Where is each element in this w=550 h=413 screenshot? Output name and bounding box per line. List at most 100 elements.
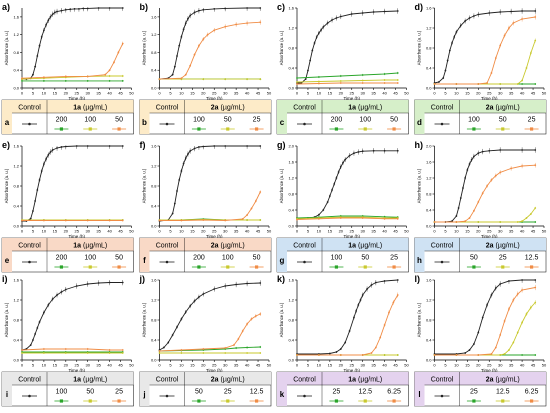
legend-concentration: 12.5 — [358, 389, 372, 396]
y-tick-label: 0.4 — [426, 66, 432, 71]
x-axis-title: Time (h) — [206, 96, 223, 101]
data-point — [499, 149, 502, 151]
x-tick-label: 10 — [317, 363, 322, 368]
data-point — [56, 10, 58, 13]
data-point — [64, 145, 67, 148]
legend-letter: k — [280, 390, 285, 399]
data-point — [534, 286, 537, 289]
legend: l Control 2a (µg/mL) 25 12.5 6.25 — [414, 371, 547, 407]
data-point — [374, 346, 377, 349]
data-point — [36, 327, 39, 329]
data-point — [224, 145, 227, 147]
x-tick-label: 30 — [498, 363, 503, 368]
x-tick-label: 30 — [85, 363, 90, 368]
data-point — [202, 38, 205, 41]
y-tick-label: 1.6 — [288, 278, 294, 283]
x-axis-title: Time (h) — [343, 96, 360, 101]
x-tick-label: 0 — [21, 91, 24, 96]
panel-b: b) 0.0 0.4 0.8 1.2 1.6 0 5 10 15 20 25 30 35 40 45 50 Tim… — [139, 2, 272, 135]
data-point — [189, 150, 192, 152]
data-point — [442, 77, 445, 79]
data-point — [202, 219, 205, 221]
data-point — [486, 304, 488, 306]
data-point — [189, 305, 192, 307]
data-point — [455, 83, 458, 85]
series-line — [22, 7, 123, 80]
data-point — [254, 200, 257, 202]
series-line — [21, 43, 124, 79]
series-line — [297, 279, 398, 355]
legend-compound-unit: (µg/mL) — [356, 105, 382, 112]
data-point — [477, 221, 480, 223]
x-tick-label: 10 — [179, 229, 184, 234]
legend-compound-unit: (µg/mL) — [356, 377, 382, 384]
data-point — [202, 348, 205, 350]
data-point — [328, 352, 331, 355]
x-tick-label: 20 — [339, 91, 344, 96]
x-tick-label: 40 — [520, 91, 525, 96]
data-point — [534, 279, 537, 281]
x-tick-label: 35 — [371, 229, 376, 234]
data-point — [51, 298, 54, 300]
data-point — [534, 207, 537, 209]
y-axis-title: Absorbance (a. u.) — [142, 168, 147, 203]
data-point — [21, 219, 23, 222]
x-tick-label: 25 — [75, 229, 80, 234]
data-point — [182, 28, 185, 31]
data-point — [481, 192, 484, 195]
legend: f Control 2a (µg/mL) 200 100 50 — [139, 237, 272, 273]
data-point — [322, 209, 325, 211]
data-point — [494, 287, 497, 289]
legend-concentration: 50 — [390, 117, 398, 124]
x-tick-label: 20 — [476, 91, 481, 96]
x-tick-label: 50 — [267, 363, 272, 368]
data-point — [246, 22, 249, 25]
data-point — [75, 145, 78, 147]
x-tick-label: 25 — [487, 363, 492, 368]
x-tick-label: 20 — [201, 363, 206, 368]
legend-series-marker — [254, 127, 259, 131]
y-tick-label: 1.6 — [13, 14, 19, 19]
data-point — [490, 294, 493, 296]
data-point — [534, 221, 537, 223]
data-point — [296, 81, 298, 83]
data-point — [259, 346, 262, 348]
legend-concentration: 100 — [222, 255, 234, 262]
data-point — [503, 34, 506, 37]
data-point — [521, 83, 523, 85]
panel-label: a) — [2, 2, 10, 12]
x-tick-label: 30 — [85, 91, 90, 96]
y-tick-label: 0.4 — [151, 338, 157, 343]
legend-compound-unit: (µg/mL) — [356, 243, 382, 250]
data-point — [43, 311, 45, 314]
x-tick-label: 45 — [118, 363, 123, 368]
data-point — [180, 77, 183, 80]
x-tick-label: 45 — [256, 91, 261, 96]
data-point — [213, 29, 216, 32]
data-point — [396, 294, 399, 296]
data-point — [494, 57, 497, 59]
legend-concentration: 200 — [193, 255, 205, 262]
legend-concentration: 100 — [468, 117, 480, 124]
legend-concentration: 25 — [499, 255, 507, 262]
series-Control — [296, 279, 399, 355]
data-point — [335, 17, 338, 19]
y-tick-label: 1.2 — [426, 176, 432, 181]
series-12.5 — [433, 300, 537, 356]
legend-concentration: 50 — [499, 117, 507, 124]
panel-c: c) 0.0 0.4 0.8 1.2 1.6 0 5 10 15 20 25 30 35 40 45 50 Tim… — [276, 2, 409, 135]
legend-series-marker — [254, 399, 259, 403]
data-point — [237, 338, 240, 340]
legend-letter-band — [139, 100, 150, 134]
x-tick-label: 20 — [476, 229, 481, 234]
data-point — [246, 282, 249, 285]
data-point — [355, 310, 358, 312]
y-tick-label: 0.0 — [13, 358, 19, 363]
panel-d: d) 0.0 0.4 0.8 1.2 1.6 0 5 10 15 20 25 30 35 40 45 50 Tim… — [414, 2, 547, 135]
series-line — [159, 219, 261, 221]
data-point — [69, 8, 72, 11]
series-25 — [296, 217, 399, 221]
data-point — [470, 158, 473, 161]
data-point — [173, 65, 176, 68]
legend-compound-name: 2a — [486, 377, 494, 384]
